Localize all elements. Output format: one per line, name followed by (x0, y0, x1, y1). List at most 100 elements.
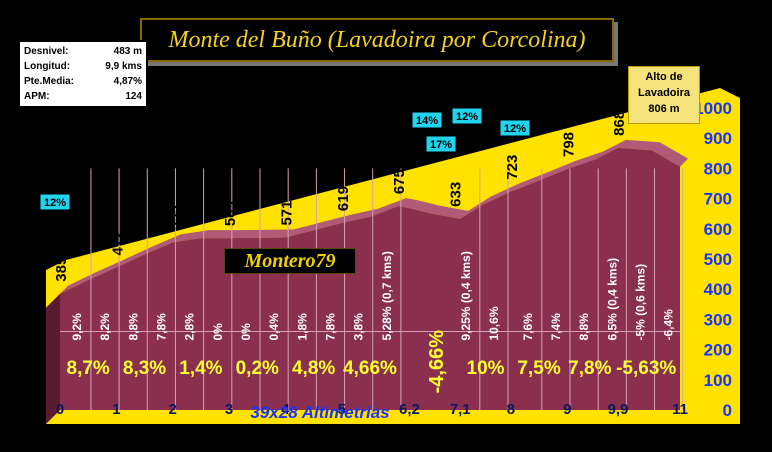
place-label: cruce (4, 157, 36, 171)
profile-area (60, 147, 680, 410)
elevation-label: 868 (611, 111, 628, 136)
place-label: (a Porciles) (4, 177, 64, 189)
stat-value: 4,87% (113, 76, 142, 87)
y-tick-label: 100 (704, 371, 732, 390)
summit-line: Lavadoira (638, 87, 690, 99)
steep-tag-label: 12% (44, 197, 66, 209)
elevation-label: 555 (166, 205, 183, 230)
steep-tag-label: 12% (456, 111, 478, 123)
segment-grade: 0,4% (267, 313, 281, 341)
place-label: Corcolina (448, 85, 504, 99)
segment-grade: 9,2% (70, 313, 84, 341)
x-tick-label: 9,9 (608, 401, 629, 418)
segment-grade: 5,28% (0,7 kms) (380, 251, 394, 340)
segment-grade: 0% (211, 323, 225, 341)
y-tick-label: 500 (704, 250, 732, 269)
y-tick-label: 300 (704, 310, 732, 329)
km-average: -5,63% (616, 358, 676, 379)
y-tick-label: 200 (704, 341, 732, 360)
x-tick-label: 4 (281, 401, 290, 418)
segment-grade: -5% (0,6 kms) (634, 264, 648, 341)
elevation-label: 723 (504, 155, 521, 180)
km-average: -4,66% (426, 330, 448, 394)
place-label: (a Fontalba) (48, 127, 116, 141)
place-label: cruce (68, 107, 100, 121)
chart-title: Monte del Buño (Lavadoira por Corcolina) (140, 18, 614, 62)
x-tick-label: 11 (672, 401, 688, 418)
km-average: 0,2% (236, 358, 279, 379)
segment-grade: 9,25% (0,4 kms) (459, 251, 473, 340)
stat-label: Desnivel: (24, 46, 69, 57)
km-average: 4,8% (292, 358, 335, 379)
watermark: Montero79 (224, 248, 356, 274)
x-tick-label: 0 (56, 401, 64, 418)
x-tick-label: 7,1 (450, 401, 471, 418)
elevation-label: 798 (560, 132, 577, 157)
x-tick-label: 6,2 (399, 401, 420, 418)
place-label: Valentín (130, 125, 176, 139)
y-tick-label: 600 (704, 220, 732, 239)
y-tick-label: 400 (704, 280, 732, 299)
elevation-label: 619 (335, 186, 352, 211)
y-tick-label: 900 (704, 129, 732, 148)
segment-grade: 6,5% (0,4 kms) (605, 258, 619, 341)
elevation-label: 569 (222, 201, 239, 226)
segment-grade: 7,6% (521, 313, 535, 341)
x-tick-label: 5 (338, 401, 346, 418)
km-average: 1,4% (179, 358, 222, 379)
km-average: 8,3% (123, 358, 166, 379)
segment-grade: -6,4% (662, 309, 676, 341)
elevation-label: 385 (53, 257, 70, 282)
km-average: 8,7% (67, 358, 110, 379)
steep-tag-label: 17% (430, 139, 452, 151)
segment-grade: 1,8% (295, 313, 309, 341)
stat-row: APM: 124 (24, 89, 142, 104)
y-tick-label: 0 (723, 401, 732, 420)
segment-grade: 7,8% (154, 313, 168, 341)
place-label: Fontalba (340, 107, 390, 121)
segment-grade: 7,8% (324, 313, 338, 341)
steep-tag-bg (411, 111, 443, 129)
km-average: 4,66% (343, 358, 397, 379)
y-tick-label: 1000 (694, 99, 732, 118)
elevation-label: 472 (109, 230, 126, 255)
stat-row: Pte.Media: 4,87% (24, 74, 142, 89)
segment-grade: 8,2% (98, 313, 112, 341)
steep-tag-bg (499, 119, 531, 137)
stat-value: 9,9 kms (105, 61, 142, 72)
segment-grade: 10,6% (487, 306, 501, 340)
stat-label: Pte.Media: (24, 76, 75, 87)
segment-grade: 2,8% (183, 313, 197, 341)
steep-tag-label: 12% (504, 123, 526, 135)
summit-label: Alto de Lavadoira 806 m (628, 66, 700, 124)
km-average: 10% (467, 358, 505, 379)
y-tick-label: 800 (704, 159, 732, 178)
elevation-label: 633 (448, 182, 465, 207)
km-average: 7,5% (517, 358, 560, 379)
stat-label: APM: (24, 91, 50, 102)
steep-tag-bg (425, 135, 457, 153)
x-tick-label: 8 (507, 401, 515, 418)
elevation-label: 675 (391, 169, 408, 194)
steep-tag-label: 14% (416, 115, 438, 127)
summit-line: 806 m (648, 103, 680, 115)
stat-label: Longitud: (24, 61, 71, 72)
place-label: Villameana (228, 141, 291, 155)
km-average: 7,8% (568, 358, 611, 379)
x-tick-label: 3 (225, 401, 233, 418)
y-tick-label: 700 (704, 190, 732, 209)
profile-side-face (46, 293, 60, 424)
stats-box: Desnivel: 483 m Longitud: 9,9 kms Pte.Me… (18, 40, 148, 108)
x-tick-label: 1 (112, 401, 120, 418)
stat-value: 124 (125, 91, 142, 102)
stat-value: 483 m (113, 46, 142, 57)
summit-line: Alto de (645, 71, 683, 83)
x-tick-label: 9 (563, 401, 571, 418)
segment-grade: 7,4% (549, 313, 563, 341)
stat-row: Longitud: 9,9 kms (24, 59, 142, 74)
steep-tag-bg (451, 107, 483, 125)
segment-grade: 8,8% (126, 313, 140, 341)
footer-text: 39x28 Altimetrias (250, 403, 389, 422)
